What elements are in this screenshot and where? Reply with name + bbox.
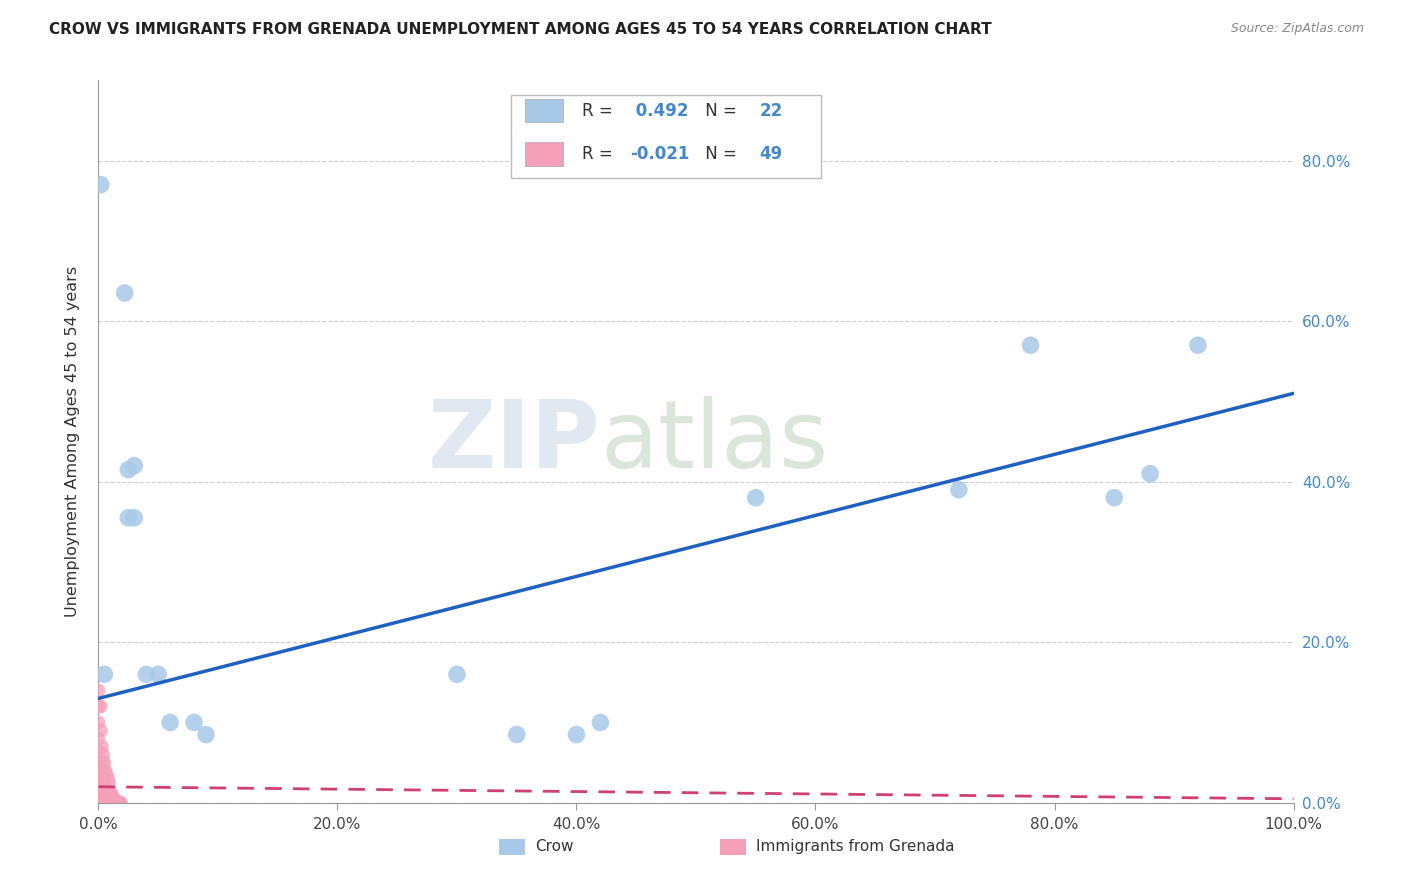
Point xyxy=(91,784,114,798)
Point xyxy=(948,483,970,497)
Point xyxy=(90,178,112,192)
Point xyxy=(1019,338,1042,352)
Point xyxy=(91,772,114,786)
Point xyxy=(110,796,132,810)
Point xyxy=(87,772,110,786)
Point xyxy=(87,788,110,802)
Point xyxy=(93,780,115,794)
Point xyxy=(98,784,122,798)
Point xyxy=(114,285,136,300)
Point xyxy=(103,792,125,806)
Point xyxy=(93,789,115,804)
Point xyxy=(87,764,110,778)
Point xyxy=(1187,338,1209,352)
Point xyxy=(87,699,110,714)
Text: -0.021: -0.021 xyxy=(630,145,689,163)
Point xyxy=(96,788,118,802)
Point xyxy=(98,793,122,807)
Point xyxy=(98,792,121,806)
Point xyxy=(87,795,110,809)
Point xyxy=(91,794,114,808)
Point xyxy=(565,728,588,742)
Point xyxy=(117,462,139,476)
Text: 0.492: 0.492 xyxy=(630,102,689,120)
Point xyxy=(93,667,115,681)
Bar xyxy=(524,99,564,122)
Point xyxy=(124,510,146,524)
Point xyxy=(87,792,110,806)
Bar xyxy=(720,838,747,855)
Point xyxy=(87,731,110,746)
Text: R =: R = xyxy=(582,145,619,163)
Point xyxy=(195,728,218,742)
Point xyxy=(87,744,110,758)
Point xyxy=(108,796,131,810)
Point xyxy=(104,793,127,807)
Point xyxy=(97,789,120,804)
Text: Crow: Crow xyxy=(534,838,574,854)
Point xyxy=(91,792,114,806)
Point xyxy=(124,458,146,473)
Point xyxy=(589,715,612,730)
Point xyxy=(87,683,110,698)
Point xyxy=(105,794,128,808)
Point xyxy=(101,789,124,804)
Text: N =: N = xyxy=(700,102,742,120)
Point xyxy=(107,796,129,810)
Text: R =: R = xyxy=(582,102,619,120)
Text: CROW VS IMMIGRANTS FROM GRENADA UNEMPLOYMENT AMONG AGES 45 TO 54 YEARS CORRELATI: CROW VS IMMIGRANTS FROM GRENADA UNEMPLOY… xyxy=(49,22,991,37)
Point xyxy=(91,788,114,802)
Text: ZIP: ZIP xyxy=(427,395,600,488)
Point xyxy=(107,795,129,809)
Point xyxy=(117,510,139,524)
Text: atlas: atlas xyxy=(600,395,828,488)
Point xyxy=(87,796,110,810)
Text: Immigrants from Grenada: Immigrants from Grenada xyxy=(756,838,955,854)
Point xyxy=(745,491,768,505)
Point xyxy=(87,756,110,770)
Point xyxy=(90,699,112,714)
Point xyxy=(97,772,120,786)
Text: Source: ZipAtlas.com: Source: ZipAtlas.com xyxy=(1230,22,1364,36)
Point xyxy=(446,667,468,681)
Point xyxy=(100,788,122,802)
Point xyxy=(183,715,205,730)
Text: 22: 22 xyxy=(759,102,783,120)
Point xyxy=(87,715,110,730)
Point xyxy=(87,789,110,804)
Point xyxy=(159,715,181,730)
Point xyxy=(87,793,110,807)
Point xyxy=(96,767,118,781)
Bar xyxy=(499,838,524,855)
Point xyxy=(91,747,114,762)
Point xyxy=(98,776,121,790)
Point xyxy=(93,756,115,770)
Point xyxy=(148,667,170,681)
Point xyxy=(506,728,529,742)
Point xyxy=(94,784,117,798)
FancyBboxPatch shape xyxy=(510,95,821,178)
Point xyxy=(94,764,117,778)
Point xyxy=(135,667,157,681)
Y-axis label: Unemployment Among Ages 45 to 54 years: Unemployment Among Ages 45 to 54 years xyxy=(65,266,80,617)
Point xyxy=(91,739,114,754)
Point xyxy=(90,723,112,738)
Text: 49: 49 xyxy=(759,145,783,163)
Point xyxy=(91,756,114,770)
Point xyxy=(1104,491,1126,505)
Bar xyxy=(524,143,564,166)
Text: N =: N = xyxy=(700,145,742,163)
Point xyxy=(87,784,110,798)
Point xyxy=(87,780,110,794)
Point xyxy=(91,772,114,786)
Point xyxy=(1139,467,1161,481)
